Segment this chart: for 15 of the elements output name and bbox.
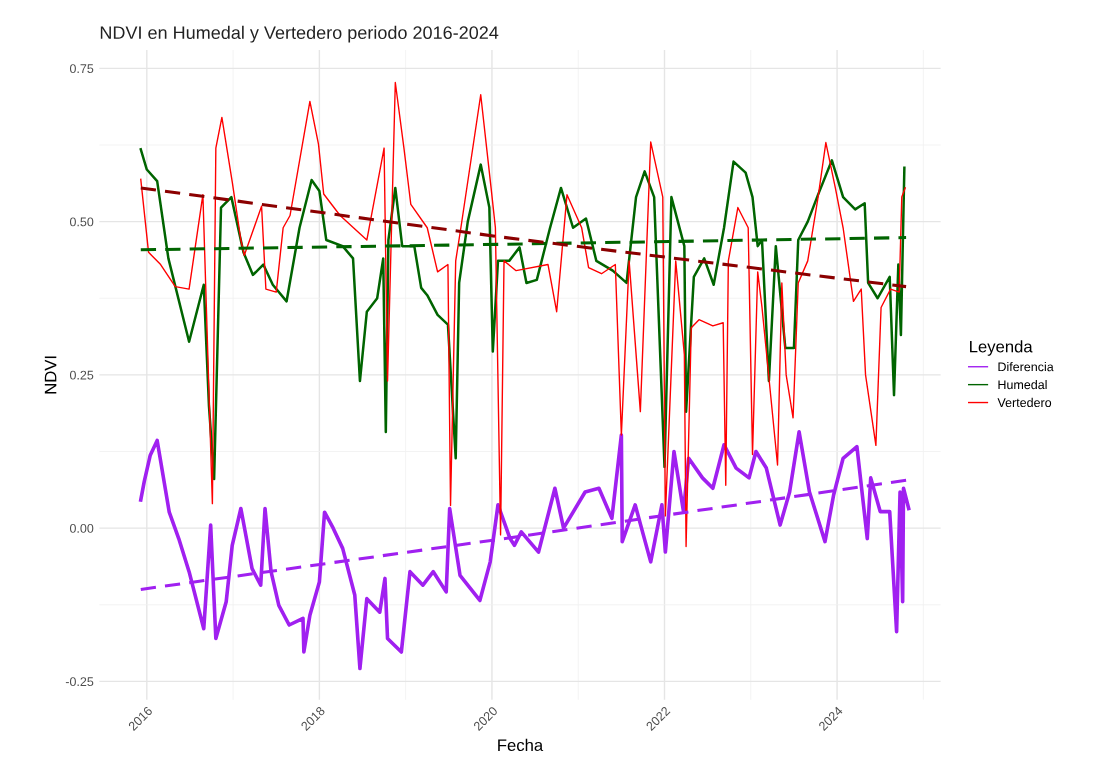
y-tick-label: -0.25 bbox=[65, 677, 94, 687]
line-series bbox=[139, 148, 906, 481]
y-tick-label: 0.50 bbox=[69, 217, 94, 227]
line-series bbox=[140, 81, 906, 548]
legend-label: Diferencia bbox=[998, 362, 1054, 372]
legend-title: Leyenda bbox=[970, 340, 1033, 356]
y-tick-label: 0.75 bbox=[69, 64, 94, 74]
y-axis-title: NDVI bbox=[44, 356, 57, 394]
line-series bbox=[138, 430, 911, 671]
y-tick-label: 0.00 bbox=[69, 523, 94, 533]
y-tick-label: 0.25 bbox=[69, 370, 94, 380]
legend-label: Humedal bbox=[998, 379, 1047, 390]
legend-label: Vertedero bbox=[997, 397, 1052, 408]
x-axis-title: Fecha bbox=[498, 738, 544, 752]
chart-title: NDVI en Humedal y Vertedero periodo 2016-2024 bbox=[100, 25, 499, 43]
